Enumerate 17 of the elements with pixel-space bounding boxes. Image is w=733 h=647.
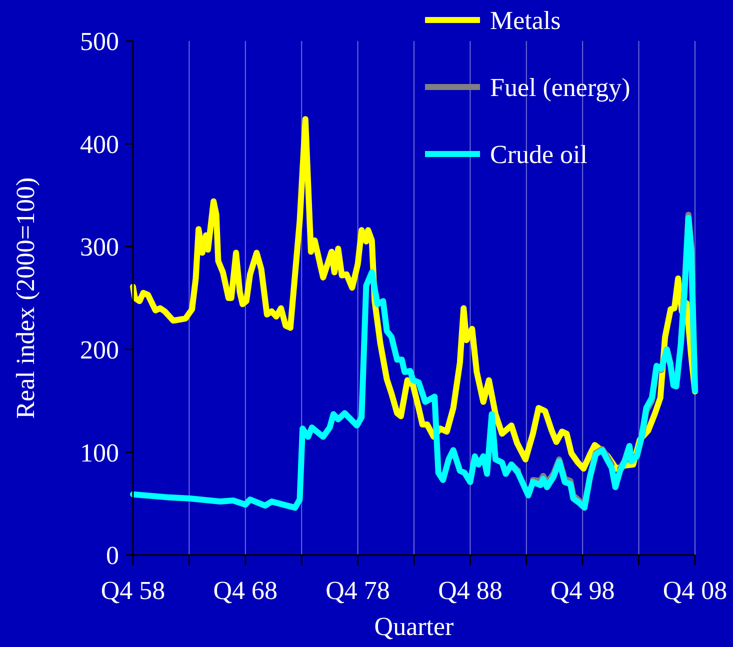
x-tick-label: Q4 88 (438, 576, 502, 605)
y-tick-label: 0 (106, 541, 119, 570)
x-tick-label: Q4 78 (326, 576, 390, 605)
y-tick-label: 200 (80, 336, 119, 364)
legend-label: Crude oil (490, 140, 588, 169)
x-tick-label: Q4 68 (213, 576, 278, 605)
y-tick-label: 500 (80, 27, 119, 56)
y-tick-label: 400 (80, 130, 119, 159)
x-axis-title: Quarter (374, 612, 454, 641)
y-tick-label: 100 (80, 438, 119, 468)
x-tick-label: Q4 98 (550, 576, 615, 605)
y-axis-title: Real index (2000=100) (11, 177, 40, 419)
x-tick-label: Q4 58 (100, 576, 166, 605)
x-tick-label: Q4 08 (662, 576, 728, 605)
legend-label: Fuel (energy) (490, 73, 630, 102)
legend-label: Metals (490, 6, 561, 35)
y-tick-label: 300 (80, 232, 119, 262)
